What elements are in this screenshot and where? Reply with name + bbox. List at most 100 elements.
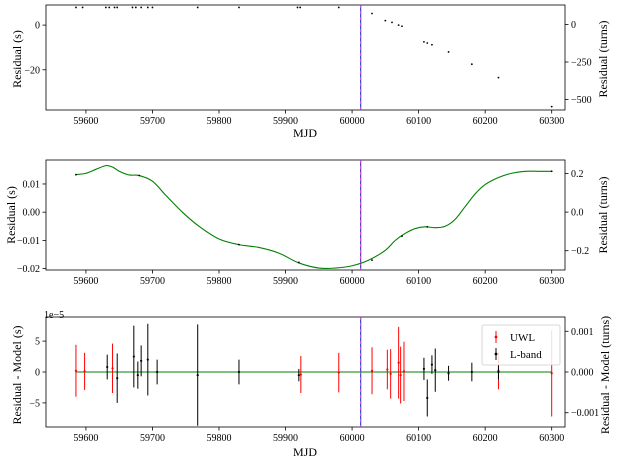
lband-point <box>132 355 135 358</box>
y-tick-label: −5 <box>29 398 40 409</box>
x-tick-label: 60100 <box>406 116 431 127</box>
lband-point <box>426 396 429 400</box>
bottom-y-axis-offset-text: 1e−5 <box>44 310 64 321</box>
panel-bottom-residual-minus-model: 59600 59700 59800 59900 60000 60100 60200 60300… <box>29 316 599 444</box>
residual-point <box>497 76 500 79</box>
right-y-tick-label: −250 <box>571 58 592 69</box>
y-tick-label: 0.01 <box>23 179 41 190</box>
residual-point <box>75 173 77 176</box>
residual-point <box>104 6 107 9</box>
x-tick-label: 60200 <box>473 276 498 287</box>
uwl-point <box>397 361 400 364</box>
x-tick-label: 60100 <box>406 433 431 444</box>
legend-uwl-label: UWL <box>510 332 535 344</box>
residual-point <box>470 63 473 66</box>
x-tick-label: 59800 <box>207 116 232 127</box>
middle-right-y-axis-label: Residual (turns) <box>596 177 610 254</box>
panel-top-residuals: 59600 59700 59800 59900 60000 60100 60200 60300… <box>24 4 592 127</box>
residual-point <box>196 6 199 9</box>
y-tick-label: 0 <box>35 368 40 379</box>
lband-point <box>430 363 434 366</box>
residual-point <box>81 6 84 9</box>
right-y-tick-label: −0.2 <box>571 246 589 257</box>
right-y-tick-label: 0.2 <box>571 169 584 180</box>
x-tick-label: 59700 <box>140 116 165 127</box>
uwl-point <box>83 370 86 373</box>
uwl-point <box>389 372 392 375</box>
right-y-tick-label: 0 <box>571 20 576 31</box>
plot-frame <box>45 4 566 111</box>
x-tick-label: 59900 <box>273 116 298 127</box>
right-y-tick-label: −500 <box>571 95 592 106</box>
lband-point <box>136 373 139 377</box>
middle-y-axis-label: Residual (s) <box>4 186 18 244</box>
legend-box <box>481 324 561 366</box>
plot-frame <box>45 159 566 271</box>
bottom-right-y-axis-label: Residual - Model (turns) <box>598 316 612 434</box>
residual-point <box>108 6 111 9</box>
uwl-point <box>550 372 553 375</box>
lband-point <box>447 372 450 375</box>
lband-point <box>106 365 109 369</box>
y-tick-label: 0 <box>35 21 40 32</box>
residual-point <box>151 6 154 9</box>
residual-point <box>238 6 240 9</box>
uwl-point <box>386 368 389 371</box>
legend-uwl-marker <box>494 335 498 339</box>
residual-point <box>146 6 149 9</box>
y-tick-label: −0.01 <box>17 236 40 247</box>
model-curve <box>75 165 552 270</box>
y-tick-label: −20 <box>24 65 40 76</box>
residual-point <box>299 6 302 9</box>
uwl-point <box>74 369 78 372</box>
x-tick-label: 60200 <box>473 433 498 444</box>
residual-point <box>140 6 143 9</box>
x-tick-label: 60000 <box>340 276 365 287</box>
lband-point <box>146 358 149 361</box>
x-tick-label: 59600 <box>73 276 98 287</box>
y-tick-label: −0.02 <box>17 264 40 275</box>
residual-point <box>296 6 299 9</box>
x-tick-label: 60000 <box>340 116 365 127</box>
uwl-point <box>299 373 302 376</box>
x-tick-label: 59600 <box>73 433 98 444</box>
y-tick-label: 0.00 <box>23 208 41 219</box>
residual-point <box>297 261 300 264</box>
lband-point <box>422 367 426 371</box>
uwl-point <box>111 367 114 370</box>
x-tick-label: 59800 <box>207 276 232 287</box>
residual-point <box>426 225 429 228</box>
residual-point <box>131 6 134 9</box>
y-tick-label: 5 <box>35 337 40 348</box>
x-tick-label: 59900 <box>273 276 298 287</box>
legend-lband-label: L-band <box>510 349 542 361</box>
residual-point <box>337 6 340 9</box>
right-y-tick-label: 0.0 <box>571 208 584 219</box>
residual-point <box>397 24 400 27</box>
x-tick-label: 60100 <box>406 276 431 287</box>
x-tick-label: 59800 <box>207 433 232 444</box>
residual-point <box>238 243 240 246</box>
residual-point <box>550 170 553 173</box>
lband-point <box>237 370 241 374</box>
uwl-point <box>337 371 340 374</box>
residual-point <box>550 105 553 108</box>
legend-lband-marker <box>494 352 498 356</box>
x-tick-label: 60000 <box>340 433 365 444</box>
right-y-tick-label: 0.000 <box>571 368 594 379</box>
x-tick-label: 60300 <box>539 116 564 127</box>
x-tick-label: 60300 <box>539 276 564 287</box>
uwl-point <box>370 369 374 372</box>
residual-point <box>75 6 77 9</box>
x-tick-label: 60300 <box>539 433 564 444</box>
residual-point <box>401 25 403 28</box>
lband-point <box>434 369 437 372</box>
lband-point <box>156 370 159 374</box>
residual-point <box>384 19 387 22</box>
residual-point <box>431 43 433 46</box>
residual-point <box>401 235 403 238</box>
x-tick-label: 59600 <box>73 116 98 127</box>
top-right-y-axis-label: Residual (turns) <box>596 21 610 98</box>
residual-point <box>426 42 429 44</box>
